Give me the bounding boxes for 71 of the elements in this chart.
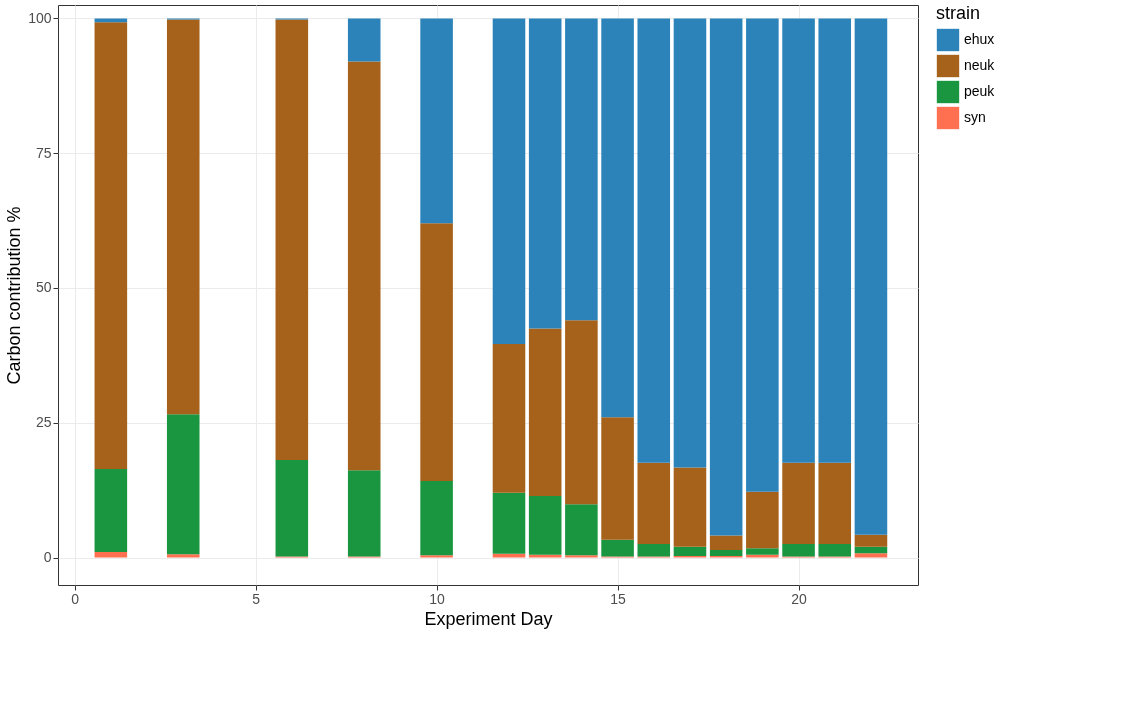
bar xyxy=(673,18,707,468)
bar xyxy=(492,553,526,558)
bar xyxy=(528,554,562,558)
bar xyxy=(818,544,852,557)
bar xyxy=(94,469,128,553)
bar xyxy=(818,18,852,463)
bar xyxy=(637,462,671,545)
x-tick-label: 10 xyxy=(429,590,446,607)
bar xyxy=(637,544,671,557)
bar xyxy=(746,18,779,492)
legend-label: neuk xyxy=(964,57,996,73)
bar xyxy=(347,470,381,557)
bar xyxy=(782,544,815,557)
x-tick-label: 20 xyxy=(791,590,808,607)
x-tick-label: 5 xyxy=(252,590,261,607)
y-tick-label: 50 xyxy=(35,279,52,296)
bar xyxy=(565,555,598,558)
bar xyxy=(94,18,128,23)
bar xyxy=(528,18,562,329)
bar xyxy=(854,546,888,554)
x-tick-label: 15 xyxy=(610,590,627,607)
bar xyxy=(601,417,634,540)
legend-label: ehux xyxy=(964,31,995,47)
bar xyxy=(347,18,381,62)
bar xyxy=(420,555,453,558)
bar xyxy=(854,18,888,535)
bar xyxy=(709,18,743,536)
bar xyxy=(709,549,743,556)
bar xyxy=(166,414,200,555)
bar xyxy=(94,552,128,558)
x-axis-title: Experiment Day xyxy=(424,608,553,629)
bar xyxy=(565,504,598,556)
bar xyxy=(601,18,634,418)
x-tick-label: 0 xyxy=(71,590,80,607)
y-axis-title: Carbon contribution % xyxy=(4,206,25,385)
bar xyxy=(94,22,128,470)
bar xyxy=(854,534,888,547)
y-tick-label: 100 xyxy=(28,9,52,26)
legend-label: peuk xyxy=(964,83,996,99)
legend-title: strain xyxy=(936,3,981,23)
bar xyxy=(746,554,779,558)
bar xyxy=(565,320,598,505)
bar xyxy=(782,462,815,545)
bar xyxy=(637,18,671,463)
bar xyxy=(420,18,453,224)
y-tick-label: 25 xyxy=(35,414,52,431)
bar xyxy=(166,19,200,415)
bar xyxy=(166,554,200,558)
bar xyxy=(854,553,888,558)
y-tick-label: 75 xyxy=(35,144,52,161)
bar xyxy=(492,492,526,554)
bar xyxy=(492,18,526,345)
bar xyxy=(275,19,309,460)
bar xyxy=(492,344,526,493)
bar xyxy=(565,18,598,321)
bar xyxy=(818,462,852,545)
bar xyxy=(420,223,453,481)
y-tick-label: 0 xyxy=(43,549,52,566)
legend-label: syn xyxy=(964,109,986,125)
bar xyxy=(347,61,381,471)
bar xyxy=(420,480,453,556)
bar xyxy=(782,18,815,463)
bar xyxy=(709,535,743,550)
bar xyxy=(746,548,779,555)
bar xyxy=(673,467,707,547)
bar xyxy=(601,539,634,557)
bar xyxy=(528,496,562,555)
bar xyxy=(746,491,779,549)
bar xyxy=(673,546,707,556)
bar xyxy=(275,459,309,557)
bar xyxy=(528,328,562,497)
